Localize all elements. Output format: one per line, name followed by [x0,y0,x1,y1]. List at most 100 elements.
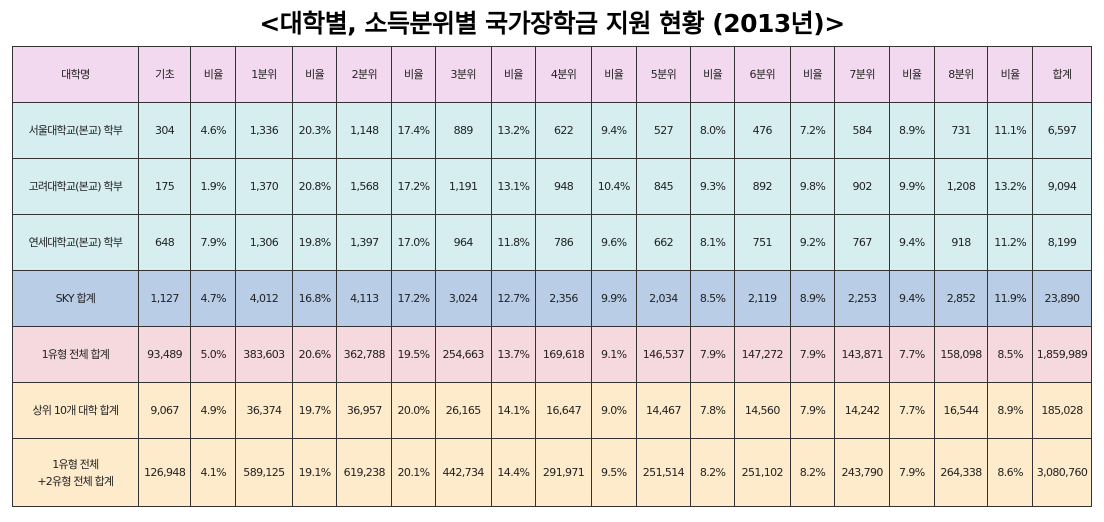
table-cell: 23,890 [1031,270,1093,327]
table-cell: 889 [434,102,492,159]
table-cell: 8.9% [889,102,935,159]
header-cell: 7분위 [834,46,891,103]
table-cell: 9.8% [789,158,836,215]
table-cell: 8.0% [690,102,735,159]
table-cell: 5.0% [190,326,237,383]
table-cell: 589,125 [235,438,293,507]
table-cell: 1,306 [235,214,293,271]
table-cell: 362,788 [336,326,393,383]
table-cell: 8.5% [987,326,1033,383]
table-cell: 7.7% [889,382,935,439]
table-cell: 7.9% [789,382,836,439]
table-cell: 2,253 [834,270,891,327]
table-cell: 147,272 [733,326,791,383]
table-cell: 19.7% [291,382,338,439]
table-cell: 251,102 [733,438,791,507]
table-cell: 648 [137,214,192,271]
table-cell: 7.8% [690,382,735,439]
table-cell: 7.7% [889,326,935,383]
table-cell: 4.9% [190,382,237,439]
row-label-cell: SKY 합계 [12,270,139,327]
table-cell: 13.7% [490,326,537,383]
table-cell: 158,098 [933,326,989,383]
table-cell: 751 [733,214,791,271]
table-cell: 7.9% [190,214,237,271]
table-cell: 19.8% [291,214,338,271]
table-cell: 185,028 [1031,382,1093,439]
table-cell: 20.6% [291,326,338,383]
table-cell: 19.5% [391,326,436,383]
table-cell: 2,119 [733,270,791,327]
table-cell: 17.2% [391,158,436,215]
table-cell: 8.6% [987,438,1033,507]
table-cell: 11.2% [987,214,1033,271]
table-row: 상위 10개 대학 합계 9,067 4.9% 36,374 19.7% 36,957 20… [12,382,1093,439]
table-cell: 4,012 [235,270,293,327]
table-row: 1유형 전체 합계 93,489 5.0% 383,603 20.6% 362,788 19… [12,326,1093,383]
table-row: SKY 합계 1,127 4.7% 4,012 16.8% 4,113 17.2% 3,024… [12,270,1093,327]
table-cell: 26,165 [434,382,492,439]
table-cell: 662 [635,214,692,271]
header-cell: 비율 [391,46,436,103]
table-cell: 1.9% [190,158,237,215]
table-row: 고려대학교(본교) 학부 175 1.9% 1,370 20.8% 1,568 17.2% 1… [12,158,1093,215]
table-row: 1유형 전체 +2유형 전체 합계 126,948 4.1% 589,125 19.1% 6… [12,438,1093,507]
header-cell: 8분위 [933,46,989,103]
table-cell: 902 [834,158,891,215]
header-cell: 비율 [590,46,637,103]
table-cell: 2,034 [635,270,692,327]
table-cell: 13.1% [490,158,537,215]
table-row: 서울대학교(본교) 학부 304 4.6% 1,336 20.3% 1,148 17.4% 8… [12,102,1093,159]
table-cell: 16,647 [535,382,592,439]
table-cell: 126,948 [137,438,192,507]
row-label-cell: 1유형 전체 +2유형 전체 합계 [12,438,139,507]
table-cell: 9.4% [590,102,637,159]
table-cell: 254,663 [434,326,492,383]
table-cell: 8.9% [987,382,1033,439]
header-cell: 1분위 [235,46,293,103]
table-cell: 9.9% [590,270,637,327]
table-cell: 9.9% [889,158,935,215]
table-cell: 1,397 [336,214,393,271]
table-cell: 1,127 [137,270,192,327]
table-cell: 14.1% [490,382,537,439]
table-cell: 892 [733,158,791,215]
table-cell: 1,859,989 [1031,326,1093,383]
table-cell: 9.6% [590,214,637,271]
table-cell: 17.0% [391,214,436,271]
table-cell: 1,191 [434,158,492,215]
table-cell: 14,242 [834,382,891,439]
table-cell: 36,957 [336,382,393,439]
table-cell: 9.4% [889,214,935,271]
table-cell: 3,080,760 [1031,438,1093,507]
table-cell: 4.1% [190,438,237,507]
table-cell: 964 [434,214,492,271]
table-cell: 8,199 [1031,214,1093,271]
table-cell: 14,467 [635,382,692,439]
table-cell: 2,852 [933,270,989,327]
table-cell: 251,514 [635,438,692,507]
table-cell: 845 [635,158,692,215]
table-cell: 11.8% [490,214,537,271]
table-row: 연세대학교(본교) 학부 648 7.9% 1,306 19.8% 1,397 17.0% 9… [12,214,1093,271]
table-header-row: 대학명 기초 비율 1분위 비율 2분위 비율 3분위 비율 4분위 비율 5분위 비율 6분위 비율 7분위… [12,46,1093,103]
table-cell: 4,113 [336,270,393,327]
header-cell: 비율 [291,46,338,103]
table-cell: 7.9% [690,326,735,383]
row-label-cell: 1유형 전체 합계 [12,326,139,383]
table-cell: 146,537 [635,326,692,383]
table-cell: 304 [137,102,192,159]
table-cell: 3,024 [434,270,492,327]
table-cell: 8.2% [789,438,836,507]
table-cell: 16.8% [291,270,338,327]
table-cell: 20.0% [391,382,436,439]
header-cell: 비율 [190,46,237,103]
table-cell: 9.1% [590,326,637,383]
table-cell: 767 [834,214,891,271]
row-label-cell: 서울대학교(본교) 학부 [12,102,139,159]
table-cell: 476 [733,102,791,159]
table-cell: 20.8% [291,158,338,215]
table-cell: 8.1% [690,214,735,271]
table-cell: 2,356 [535,270,592,327]
header-cell: 4분위 [535,46,592,103]
